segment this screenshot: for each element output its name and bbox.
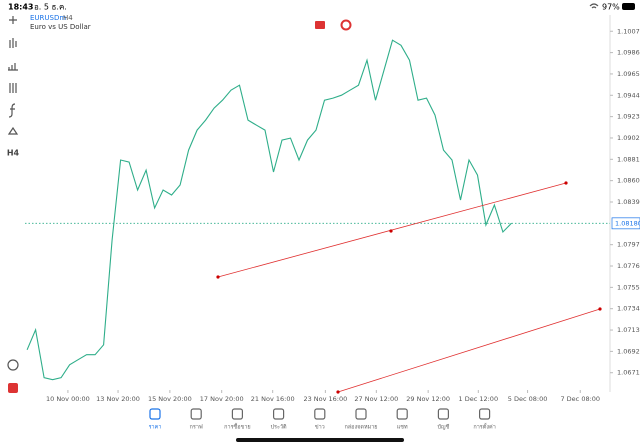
nav-icon (314, 408, 326, 420)
symbol: EURUSDm (30, 14, 66, 22)
wifi-icon (589, 3, 599, 9)
nav-item[interactable]: การซื้อขาย (224, 423, 250, 431)
x-tick-label: 13 Nov 20:00 (96, 395, 140, 403)
signal-icon[interactable] (340, 19, 352, 31)
nav-item[interactable]: กราฟ (190, 424, 203, 431)
y-tick-label: 1.08390 (617, 198, 640, 206)
current-price-box (611, 217, 640, 230)
nav-item[interactable]: แชท (397, 424, 408, 431)
x-tick-label: 5 Dec 08:00 (508, 395, 548, 403)
nav-icon (190, 408, 202, 420)
x-tick-label: 7 Dec 08:00 (560, 395, 600, 403)
trend-anchor (598, 307, 602, 311)
status-time: 18:43 (8, 3, 33, 12)
y-tick-label: 1.07130 (617, 326, 640, 334)
x-tick-label: 1 Dec 12:00 (459, 395, 499, 403)
nav-icon (273, 408, 285, 420)
nav-icon (149, 408, 161, 420)
y-tick-label: 1.09020 (617, 134, 640, 142)
function-tool[interactable] (8, 103, 16, 118)
price-line (26, 39, 512, 381)
nav-item[interactable]: ข่าว (315, 425, 325, 431)
indicator-tool[interactable] (8, 63, 18, 71)
nav-item[interactable]: กล่องจดหมาย (344, 425, 377, 431)
objects-tool[interactable] (7, 126, 19, 135)
y-tick-label: 1.06920 (617, 347, 640, 355)
x-tick-label: 29 Nov 12:00 (406, 395, 450, 403)
left-toolbar: H4 (7, 16, 20, 393)
status-date: อ. 5 ธ.ค. (34, 3, 67, 12)
x-tick-label: 23 Nov 16:00 (303, 395, 347, 403)
one-click[interactable] (8, 383, 18, 393)
nav-icon (396, 408, 408, 420)
timeframe-label: H4 (63, 14, 73, 22)
y-tick-label: 1.06710 (617, 369, 640, 377)
nav-item[interactable]: ราคา (149, 425, 162, 431)
y-tick-label: 1.10070 (617, 27, 640, 35)
x-tick-label: 10 Nov 00:00 (46, 395, 90, 403)
trade-icon[interactable] (315, 21, 325, 29)
x-tick-label: 15 Nov 20:00 (148, 395, 192, 403)
y-tick-label: 1.07550 (617, 283, 640, 291)
y-tick-label: 1.07760 (617, 262, 640, 270)
quick-trade[interactable] (7, 359, 19, 371)
y-tick-label: 1.09230 (617, 113, 640, 121)
trend-anchor (389, 229, 393, 233)
trend-lines (216, 181, 602, 394)
crosshair-tool[interactable] (9, 16, 17, 24)
battery-icon (622, 3, 635, 10)
y-tick-label: 1.09650 (617, 70, 640, 78)
nav-icon (479, 408, 491, 420)
home-indicator (236, 438, 404, 442)
y-tick-label: 1.07340 (617, 305, 640, 313)
nav-item[interactable]: บัญชี (437, 424, 449, 431)
y-tick-label: 1.08810 (617, 155, 640, 163)
x-tick-label: 27 Nov 12:00 (354, 395, 398, 403)
bottom-nav: ราคา กราฟ การซื้อขาย ประวัติ ข่าว กล่องจดหมาย… (149, 408, 496, 431)
plot-area: 1.10070 1.09860 1.09650 1.09440 1.09230 1.090… (25, 27, 640, 403)
x-tick-label: 17 Nov 20:00 (200, 395, 244, 403)
x-tick-label: 21 Nov 16:00 (251, 395, 295, 403)
y-tick-label: 1.08600 (617, 177, 640, 185)
trend-anchor (216, 275, 220, 279)
y-tick-label: 1.07970 (617, 241, 640, 249)
nav-item[interactable]: ประวัติ (271, 424, 287, 431)
settings-tool[interactable] (9, 83, 17, 93)
status-battery: 97% (602, 3, 620, 12)
trend-anchor (336, 390, 340, 394)
nav-icon (231, 408, 243, 420)
nav-icon (437, 408, 449, 420)
y-tick-label: 1.09440 (617, 91, 640, 99)
timeframe-button[interactable]: H4 (7, 149, 20, 158)
trend-line (337, 308, 601, 393)
trend-anchor (564, 181, 568, 185)
nav-icon (355, 408, 367, 420)
candle-tool[interactable] (9, 38, 17, 48)
symbol-description: Euro vs US Dollar (30, 23, 91, 31)
nav-item[interactable]: การตั้งค่า (473, 423, 495, 431)
current-price-label: 1.08180 (615, 219, 640, 227)
y-tick-label: 1.09860 (617, 49, 640, 57)
